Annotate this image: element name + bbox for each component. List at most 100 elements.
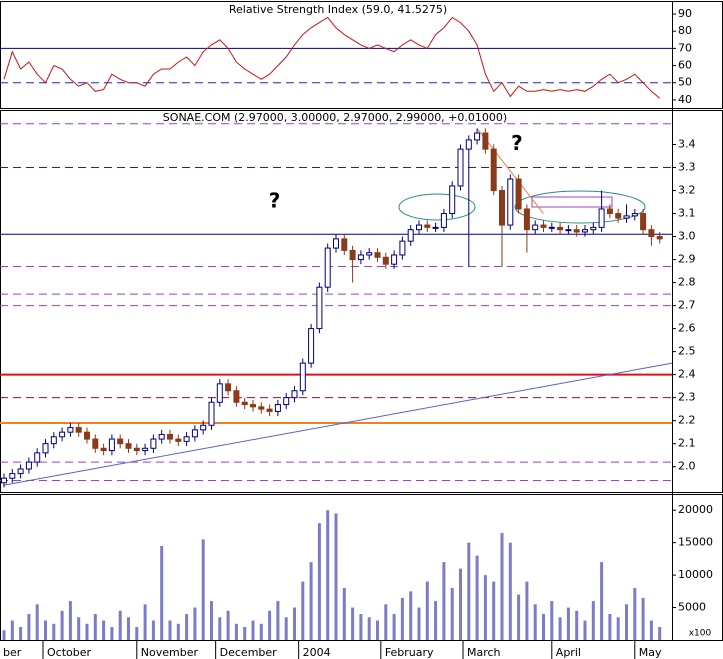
volume-bar xyxy=(27,614,31,640)
candle-body xyxy=(399,240,406,256)
volume-bar xyxy=(542,614,545,640)
volume-bar xyxy=(517,594,521,640)
candle-body xyxy=(266,408,273,412)
candle-body xyxy=(590,226,597,231)
volume-bar xyxy=(226,610,230,640)
x-tick-label: April xyxy=(556,646,581,659)
candle-body xyxy=(532,224,539,231)
volume-bar xyxy=(367,617,371,640)
volume-bar xyxy=(110,627,114,640)
price-title: SONAE.COM (2.97000, 3.00000, 2.97000, 2.… xyxy=(163,111,507,124)
candle-body xyxy=(183,436,190,442)
candle-body xyxy=(233,390,240,403)
candle-body xyxy=(9,473,16,479)
x-tick-label: 2004 xyxy=(303,646,331,659)
y-tick-label: 3.3 xyxy=(678,161,696,174)
annotation: ? xyxy=(269,189,281,213)
candle-body xyxy=(382,256,389,265)
candle-body xyxy=(391,254,398,265)
candle-body xyxy=(573,229,580,233)
y-tick-label: 2.7 xyxy=(678,299,696,312)
candle-body xyxy=(341,238,348,251)
candle-body xyxy=(615,213,622,219)
y-tick-label: 2.3 xyxy=(678,391,696,404)
candle-body xyxy=(432,226,439,229)
y-tick-label: 15000 xyxy=(678,536,713,549)
volume-bar xyxy=(492,581,496,640)
candle-body xyxy=(42,443,49,454)
volume-bar xyxy=(533,604,537,640)
volume-bar xyxy=(351,607,355,640)
y-tick-label: 2.1 xyxy=(678,437,696,450)
candle-body xyxy=(582,229,588,233)
x-tick-label: ber xyxy=(3,646,22,659)
volume-bar xyxy=(641,597,645,640)
volume-bar xyxy=(550,601,554,640)
candle-body xyxy=(142,447,149,452)
annotation: ? xyxy=(511,131,523,155)
volume-bar xyxy=(301,581,305,640)
volume-bar xyxy=(201,539,205,640)
x-tick-label: December xyxy=(220,646,278,659)
pattern-box xyxy=(531,196,613,208)
y-tick-label: 3.0 xyxy=(678,230,696,243)
candle-body xyxy=(34,452,41,463)
candle-body xyxy=(548,226,555,229)
rsi-pane xyxy=(0,1,723,109)
y-tick-label: 2.9 xyxy=(678,253,696,266)
pattern-ellipse xyxy=(398,193,476,221)
y-tick-label: 5000 xyxy=(678,601,706,614)
volume-bar xyxy=(44,620,47,640)
y-tick-label: 2.8 xyxy=(678,276,696,289)
volume-bar xyxy=(417,607,421,640)
volume-bar xyxy=(268,610,272,640)
volume-bar xyxy=(176,623,180,640)
volume-bar xyxy=(475,555,479,640)
candle-body xyxy=(299,362,306,392)
volume-bar xyxy=(317,523,321,640)
volume-bar xyxy=(52,623,56,640)
volume-bar xyxy=(276,601,280,640)
volume-bar xyxy=(442,562,446,640)
volume-bar xyxy=(583,620,587,640)
candle-body xyxy=(482,132,489,150)
x-tick-label: October xyxy=(47,646,91,659)
y-tick-label: 2.5 xyxy=(678,345,696,358)
volume-bar xyxy=(293,607,296,640)
candle-body xyxy=(449,185,456,215)
candle-body xyxy=(648,229,655,238)
volume-bar xyxy=(459,568,462,640)
volume-bar xyxy=(60,610,64,640)
candle-body xyxy=(92,438,99,449)
volume-bar xyxy=(342,588,346,640)
volume-bar xyxy=(658,627,662,640)
rsi-line xyxy=(3,16,661,99)
candle-body xyxy=(225,383,232,392)
volume-bar xyxy=(450,588,454,640)
volume-bar xyxy=(193,607,197,640)
volume-bar xyxy=(600,562,604,640)
volume-bar xyxy=(326,510,330,640)
volume-bar xyxy=(10,620,14,640)
candle-body xyxy=(407,229,414,242)
candle-body xyxy=(540,224,547,228)
volume-bar xyxy=(93,614,97,640)
candle-body xyxy=(100,447,107,452)
candle-body xyxy=(216,383,223,403)
candle-body xyxy=(25,461,32,470)
candle-body xyxy=(366,252,373,256)
candle-body xyxy=(499,190,505,226)
candle-body xyxy=(75,427,82,433)
volume-bar xyxy=(2,630,6,640)
pattern-ellipse xyxy=(514,190,646,224)
candle-body xyxy=(316,286,323,330)
y-tick-label: 80 xyxy=(678,24,692,37)
y-tick-label: 2.6 xyxy=(678,322,696,335)
candle-body xyxy=(557,226,564,231)
volume-bar xyxy=(234,623,238,640)
candle-body xyxy=(175,438,182,442)
volume-bar xyxy=(77,617,81,640)
candle-body xyxy=(474,132,481,141)
volume-unit: x100 xyxy=(689,629,712,639)
